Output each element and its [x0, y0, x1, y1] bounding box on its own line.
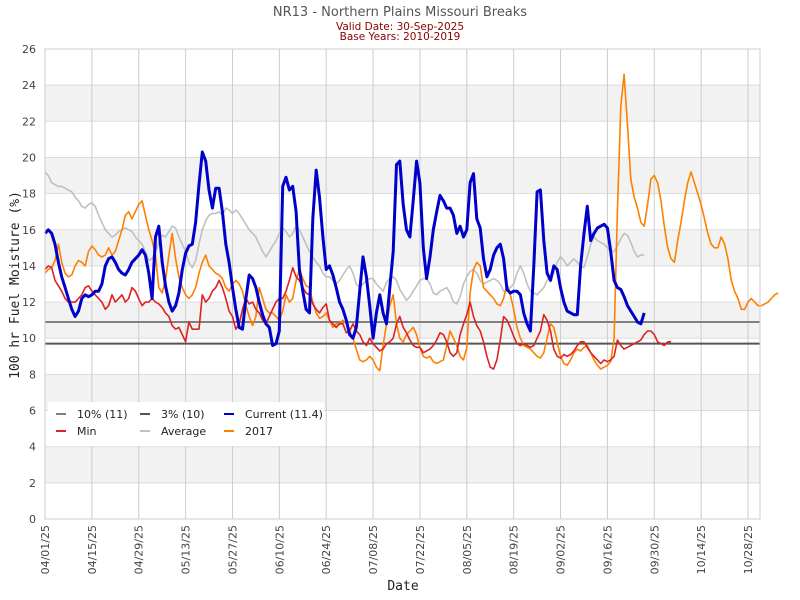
y-tick-label: 8 — [29, 368, 36, 381]
y-tick-label: 16 — [22, 224, 36, 237]
series-line-2017 — [44, 73, 779, 372]
x-tick-label: 05/27/25 — [226, 525, 239, 574]
legend: 10% (11) 3% (10) Current (11.4) Min Average 2… — [48, 402, 324, 446]
x-tick-label: 04/29/25 — [133, 525, 146, 574]
y-tick-label: 14 — [22, 260, 36, 273]
legend-label: 10% (11) — [77, 408, 128, 421]
grid-band — [45, 229, 760, 266]
chart-title: NR13 - Northern Plains Missouri Breaks — [273, 5, 527, 20]
grid-band — [45, 446, 760, 483]
legend-label: Current (11.4) — [245, 408, 323, 421]
y-tick-label: 26 — [22, 43, 36, 56]
x-tick-label: 08/19/25 — [508, 525, 521, 574]
x-tick-label: 07/08/25 — [367, 525, 380, 574]
series-line-min — [44, 265, 671, 370]
x-tick-label: 06/24/25 — [320, 525, 333, 574]
y-tick-label: 22 — [22, 115, 36, 128]
grid-band — [45, 85, 760, 122]
y-tick-label: 24 — [22, 79, 36, 92]
x-axis-label: Date — [387, 579, 418, 594]
y-tick-label: 20 — [22, 151, 36, 164]
y-tick-label: 18 — [22, 188, 36, 201]
y-tick-label: 12 — [22, 296, 36, 309]
x-tick-label: 07/22/25 — [414, 525, 427, 574]
x-tick-label: 05/13/25 — [180, 525, 193, 574]
y-tick-label: 2 — [29, 477, 36, 490]
x-tick-label: 06/10/25 — [273, 525, 286, 574]
chart-subtitle-base-years: Base Years: 2010-2019 — [340, 31, 461, 43]
series-lines — [43, 73, 779, 372]
plot-frame — [44, 48, 761, 520]
y-tick-label: 4 — [29, 441, 36, 454]
x-tick-label: 08/05/25 — [461, 525, 474, 574]
x-tick-label: 09/02/25 — [555, 525, 568, 574]
chart-subtitle-valid-date: Valid Date: 30-Sep-2025 — [336, 21, 464, 33]
legend-box — [48, 402, 324, 446]
y-tick-label: 6 — [29, 405, 36, 418]
x-tick-label: 10/14/25 — [695, 525, 708, 574]
y-axis-label: 100 hr Fuel Moisture (%) — [8, 191, 23, 379]
x-tick-labels: 04/01/25 04/15/25 04/29/25 05/13/25 05/27/25… — [39, 525, 755, 574]
x-tick-label: 04/15/25 — [86, 525, 99, 574]
series-line-current-11-4 — [43, 150, 646, 347]
x-tick-label: 09/30/25 — [648, 525, 661, 574]
x-tick-label: 04/01/25 — [39, 525, 52, 574]
legend-label: 2017 — [245, 425, 273, 438]
legend-label: 3% (10) — [161, 408, 205, 421]
y-tick-label: 0 — [29, 513, 36, 526]
series-line-average — [44, 171, 645, 305]
y-tick-label: 10 — [22, 332, 36, 345]
legend-label: Min — [77, 425, 97, 438]
x-tick-label: 09/16/25 — [601, 525, 614, 574]
x-tick-label: 10/28/25 — [742, 525, 755, 574]
legend-label: Average — [161, 425, 206, 438]
